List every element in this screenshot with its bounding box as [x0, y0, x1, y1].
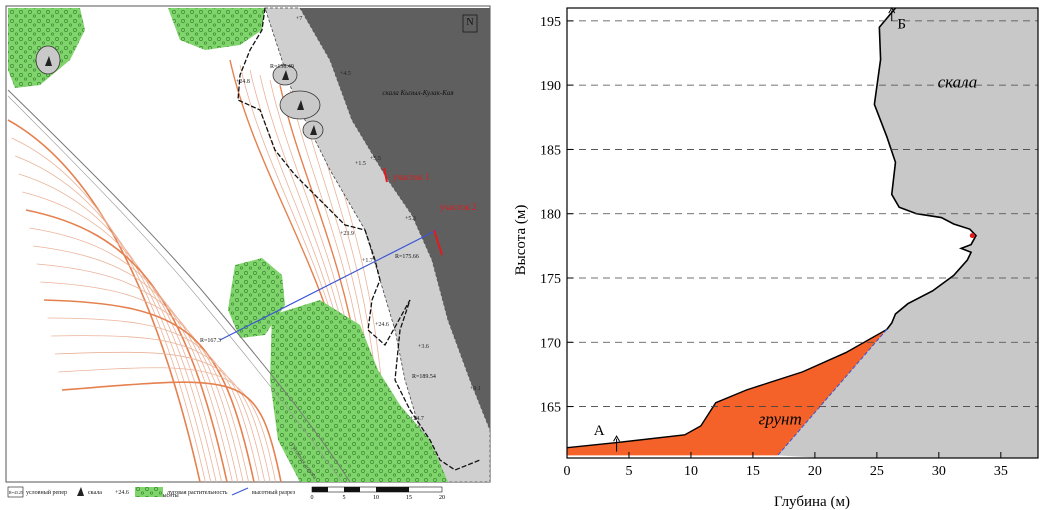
scale-tick: 0 — [311, 495, 314, 501]
axes-frame — [566, 7, 1039, 459]
spot-height: +5.3 — [405, 216, 416, 222]
site2-label: участок 2 — [440, 202, 476, 212]
soil-label: грунт — [759, 410, 802, 429]
overhang-marker — [969, 233, 975, 239]
x-tick-label: 0 — [564, 464, 571, 479]
rock-area — [777, 8, 1038, 458]
point-a-label: А — [594, 423, 605, 439]
spot-height: +23.9 — [340, 231, 354, 237]
site2-highlight — [433, 229, 443, 256]
y-tick-label: 185 — [540, 143, 561, 158]
point-b-arrow — [888, 7, 896, 14]
plot-area: 0 5 10 15 20 25 30 35 165 170 175 180 185 190 195 скала… — [540, 7, 1039, 479]
legend-height-symbol: +24.6 — [115, 490, 129, 496]
escarpment-line — [237, 7, 481, 471]
benchmark-label: R=167.3 — [200, 338, 221, 344]
y-tick-label: 175 — [540, 272, 561, 287]
contour-line — [25, 209, 228, 483]
contour-line — [54, 351, 271, 483]
spot-height: +24.6 — [375, 322, 389, 328]
road — [7, 95, 343, 483]
x-tick-label: 10 — [684, 464, 698, 479]
x-tick-label: 15 — [746, 464, 760, 479]
spot-height: +1.5 — [355, 161, 366, 167]
x-tick-label: 35 — [994, 464, 1008, 479]
legend-meadow-swatch — [135, 487, 163, 497]
contour-line — [43, 299, 255, 483]
meadow-patch — [270, 300, 448, 482]
x-axis-label: Глубина (м) — [774, 494, 850, 510]
rock-cliff — [300, 8, 490, 430]
spot-height: +24.8 — [236, 79, 250, 85]
spot-height: +24.7 — [410, 416, 424, 422]
spot-heights: +7 +4.5 +24.8 +1.5 +5.5 +5.3 +23.9 +1.7 +24.6 +3.… — [236, 16, 481, 422]
scale-tick: 15 — [406, 495, 412, 501]
y-tick-label: 170 — [540, 336, 561, 351]
rock-surface-line — [873, 8, 978, 330]
x-tick-label: 20 — [808, 464, 822, 479]
legend-meadow-label: луговая растительность — [167, 490, 228, 496]
spot-height: +7 — [296, 16, 302, 22]
scale-bar: 0 5 10 15 20 — [311, 486, 445, 501]
north-arrow-label: N — [466, 17, 473, 28]
soil-area — [567, 329, 887, 456]
contour-line — [36, 263, 244, 483]
legend-profile-icon — [231, 487, 249, 496]
map-legend: R=43.25 условный репер скала +24.6 отмет… — [7, 486, 296, 499]
rock-soil-boundary — [777, 329, 888, 456]
spot-height: +5.5 — [370, 156, 381, 162]
contour-line — [11, 137, 206, 483]
x-tick-label: 5 — [625, 464, 632, 479]
x-tick-label: 30 — [932, 464, 946, 479]
contour-line — [47, 317, 260, 483]
site1-highlight — [383, 167, 388, 183]
spot-height: +9.1 — [470, 386, 481, 392]
y-tick-label: 165 — [540, 401, 561, 416]
legend-rock-label: скала — [88, 490, 102, 496]
contour-line — [51, 335, 266, 483]
contour-lines — [7, 59, 385, 483]
site1-label: участок 1 — [393, 172, 429, 182]
cliff-label: скала Кызыл-Кулак-Кая — [382, 89, 453, 97]
meadow-patch — [228, 258, 285, 338]
spot-height: +1.7 — [362, 258, 373, 264]
legend-profile-label: высотный разрез — [252, 489, 296, 496]
contour-line — [33, 245, 239, 483]
spot-height: +4.5 — [340, 71, 351, 77]
contour-line — [40, 281, 249, 483]
north-arrow-icon — [462, 14, 478, 33]
scale-tick: 20 — [439, 495, 445, 501]
profile-line — [219, 229, 438, 341]
y-axis-label: Высота (м) — [513, 205, 529, 276]
contour-line — [249, 69, 343, 341]
scale-tick: 10 — [373, 495, 379, 501]
contour-line — [29, 227, 233, 483]
spot-height: +3.6 — [418, 344, 429, 350]
y-tick-label: 180 — [540, 208, 561, 223]
point-a-arrow — [613, 435, 621, 442]
y-tick-label: 190 — [540, 79, 561, 94]
point-b-label: Б — [897, 17, 906, 33]
x-tick-label: 25 — [870, 464, 884, 479]
contour-line — [259, 74, 349, 351]
legend-benchmark-symbol: R=43.25 — [9, 490, 23, 495]
soil-surface-line — [567, 328, 888, 449]
benchmark-label: R=175.66 — [395, 254, 419, 260]
contour-line — [58, 367, 276, 483]
road — [7, 89, 351, 483]
benchmark-label: R=189.54 — [412, 374, 436, 380]
rock-label: скала — [938, 73, 978, 92]
legend-rock-icon — [77, 487, 84, 496]
legend-benchmark-label: условный репер — [26, 489, 67, 496]
benchmark-label: R=158.49 — [270, 64, 294, 70]
contour-line — [61, 381, 282, 483]
contour-line — [239, 64, 337, 331]
site-map: N скала Кызыл-Кулак-Кая участок 1 участо… — [5, 5, 491, 501]
y-tick-label: 195 — [540, 15, 561, 30]
scale-tick: 5 — [343, 495, 346, 501]
cross-section-chart: 0 5 10 15 20 25 30 35 165 170 175 180 185 190 195 скала… — [513, 7, 1039, 510]
meadow-patch — [168, 8, 265, 50]
